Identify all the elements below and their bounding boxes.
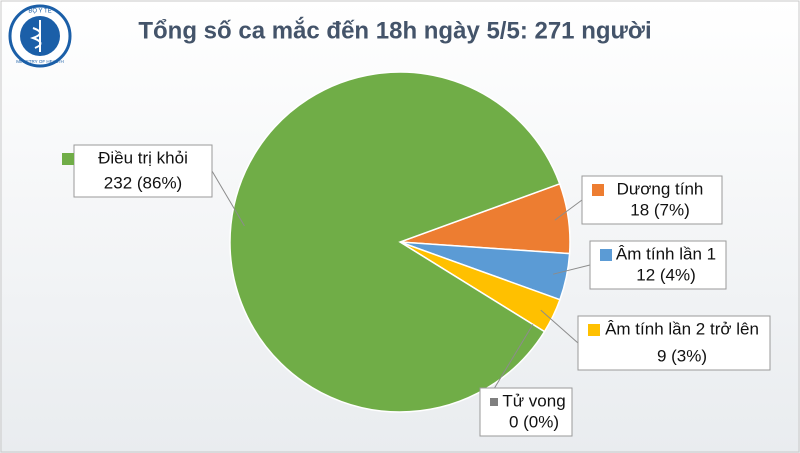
leader-line: [211, 170, 245, 227]
logo: BỘ Y TẾ MINISTRY OF HEALTH: [8, 4, 72, 68]
logo-top: BỘ Y TẾ: [28, 8, 51, 15]
legend-swatch: [490, 398, 498, 406]
label-box: [589, 240, 727, 290]
legend-swatch: [62, 153, 74, 165]
leader-line: [552, 264, 591, 275]
leader-line: [554, 199, 583, 221]
category-label: Âm tính lần 2 trở lên: [605, 319, 759, 338]
category-label: Âm tính lần 1: [616, 244, 716, 263]
label-box: [577, 315, 771, 371]
value-label: 232 (86%): [104, 173, 182, 192]
legend-swatch: [600, 249, 612, 261]
value-label: 12 (4%): [636, 265, 696, 284]
chart-title: Tổng số ca mắc đến 18h ngày 5/5: 271 ngư…: [138, 16, 651, 44]
legend-swatch: [592, 184, 604, 196]
category-label: Dương tính: [617, 179, 704, 198]
category-label: Tử vong: [502, 391, 565, 410]
label-box: [479, 387, 573, 437]
value-label: 18 (7%): [630, 200, 690, 219]
pie-slice: [229, 71, 561, 413]
category-label: Điều trị khỏi: [98, 148, 188, 167]
logo-bottom: MINISTRY OF HEALTH: [16, 59, 64, 64]
logo-symbol: [30, 20, 42, 52]
label-box: [73, 144, 213, 198]
value-label: 0 (0%): [509, 412, 559, 431]
label-box: [581, 175, 723, 225]
value-label: 9 (3%): [657, 346, 707, 365]
legend-swatch: [588, 324, 600, 336]
leader-line: [540, 309, 579, 344]
